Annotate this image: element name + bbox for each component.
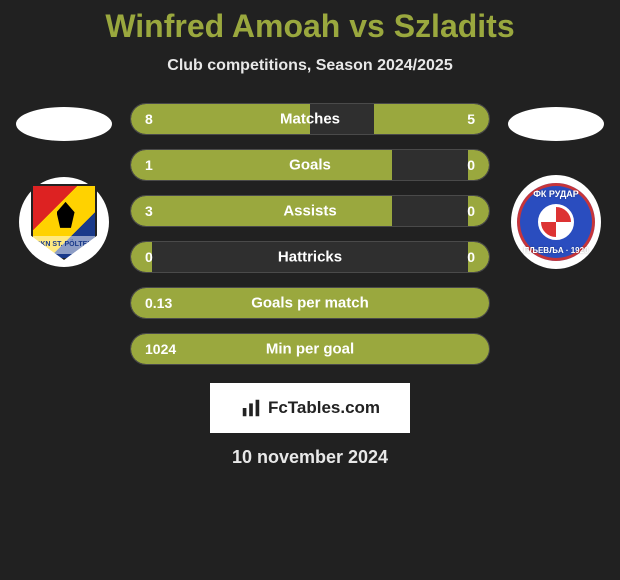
stat-label: Min per goal [266, 341, 354, 358]
stat-label: Assists [283, 203, 336, 220]
stat-row: 0 Hattricks 0 [130, 241, 490, 273]
comparison-card: Winfred Amoah vs Szladits Club competiti… [0, 0, 620, 468]
rudar-bottom-text: ПЉЕВЉА · 1920 [517, 246, 595, 255]
stat-row: 1024 Min per goal [130, 333, 490, 365]
polten-banner: SKN ST. PÖLTEN [33, 236, 95, 254]
rudar-crest: ФК РУДАР ПЉЕВЉА · 1920 [511, 175, 601, 269]
bar-chart-icon [240, 397, 262, 419]
date-text: 10 november 2024 [0, 447, 620, 468]
fctables-badge[interactable]: FcTables.com [210, 383, 410, 433]
stat-value-right: 0 [467, 157, 475, 173]
stat-value-left: 0 [145, 249, 153, 265]
stat-value-left: 0.13 [145, 295, 172, 311]
rudar-pinwheel-icon [538, 204, 574, 240]
stat-value-right: 0 [467, 249, 475, 265]
page-title: Winfred Amoah vs Szladits [0, 8, 620, 45]
stat-value-left: 8 [145, 111, 153, 127]
stat-label: Goals per match [251, 295, 369, 312]
stat-row: 0.13 Goals per match [130, 287, 490, 319]
stat-value-right: 0 [467, 203, 475, 219]
main-row: SKN ST. PÖLTEN 8 Matches 5 1 Goals 0 3 Assists 0… [0, 103, 620, 365]
club-crest-right: ФК РУДАР ПЉЕВЉА · 1920 [511, 177, 601, 267]
stat-label: Matches [280, 111, 340, 128]
polten-shield: SKN ST. PÖLTEN [31, 184, 97, 260]
stat-value-left: 1024 [145, 341, 176, 357]
stat-value-left: 3 [145, 203, 153, 219]
player-silhouette-left [16, 107, 112, 141]
bar-fill-left [131, 196, 392, 226]
stat-bars: 8 Matches 5 1 Goals 0 3 Assists 0 0 Hattricks 0 0.13… [130, 103, 490, 365]
stat-value-right: 5 [467, 111, 475, 127]
stat-label: Hattricks [278, 249, 342, 266]
player-silhouette-right [508, 107, 604, 141]
rudar-disc: ФК РУДАР ПЉЕВЉА · 1920 [514, 180, 598, 264]
subtitle: Club competitions, Season 2024/2025 [0, 57, 620, 75]
rudar-top-text: ФК РУДАР [517, 189, 595, 199]
stat-value-left: 1 [145, 157, 153, 173]
fctables-label: FcTables.com [268, 398, 380, 418]
stat-row: 3 Assists 0 [130, 195, 490, 227]
right-side: ФК РУДАР ПЉЕВЉА · 1920 [506, 103, 606, 267]
club-crest-left: SKN ST. PÖLTEN [19, 177, 109, 267]
stat-label: Goals [289, 157, 331, 174]
stat-row: 1 Goals 0 [130, 149, 490, 181]
bar-fill-left [131, 150, 392, 180]
left-side: SKN ST. PÖLTEN [14, 103, 114, 267]
stat-row: 8 Matches 5 [130, 103, 490, 135]
polten-crest: SKN ST. PÖLTEN [19, 177, 109, 267]
